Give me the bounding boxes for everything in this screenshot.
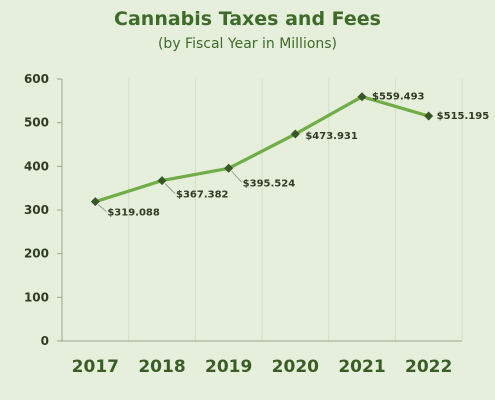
x-tick-label: 2017 [72, 357, 119, 377]
data-label: $559.493 [372, 92, 425, 103]
label-leader-line [98, 204, 107, 212]
data-point-marker [90, 197, 100, 207]
label-leader-line [164, 183, 176, 194]
tick-labels: 0 100 200 300 400 500 600 2017 2018 2019 2020 2021 2… [24, 72, 452, 377]
y-tick-label: 0 [41, 334, 49, 348]
y-tick-label: 300 [24, 203, 49, 217]
data-markers [90, 92, 434, 207]
x-tick-label: 2019 [205, 357, 252, 377]
x-tick-label: 2020 [272, 357, 319, 377]
series-line-layer [93, 95, 431, 204]
y-tick-label: 600 [24, 72, 49, 86]
series-line [93, 95, 431, 204]
data-point-marker [157, 176, 167, 186]
data-label: $367.382 [176, 190, 229, 201]
data-label: $395.524 [243, 178, 296, 189]
y-tick-label: 500 [24, 116, 49, 130]
y-tick-label: 100 [24, 290, 49, 304]
data-labels: $319.088 $367.382 $395.524 $473.931 $559.493… [107, 92, 489, 219]
label-leaders [98, 171, 242, 212]
x-tick-label: 2022 [405, 357, 452, 377]
y-tick-label: 200 [24, 247, 49, 261]
data-label: $515.195 [437, 111, 490, 122]
data-point-marker [224, 163, 234, 173]
data-label: $319.088 [107, 208, 160, 219]
data-point-marker [290, 129, 300, 139]
label-leader-line [231, 171, 242, 183]
x-tick-label: 2018 [138, 357, 185, 377]
x-tick-label: 2021 [338, 357, 385, 377]
chart-subtitle: (by Fiscal Year in Millions) [157, 36, 338, 52]
data-label: $473.931 [305, 131, 358, 142]
axes [57, 78, 462, 342]
data-point-marker [357, 92, 367, 102]
y-tick-label: 400 [24, 159, 49, 173]
chart-title: Cannabis Taxes and Fees [114, 8, 381, 30]
data-point-marker [424, 111, 434, 121]
gridlines [128, 79, 463, 341]
